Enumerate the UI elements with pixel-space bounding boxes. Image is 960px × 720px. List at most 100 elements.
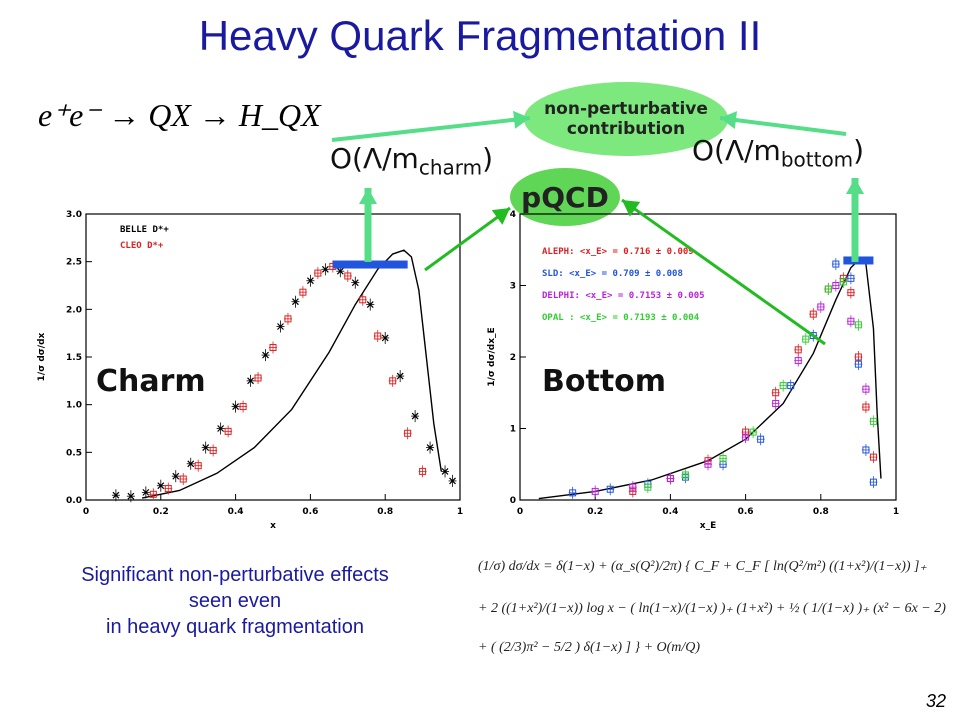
data-point	[794, 346, 802, 354]
arrow-to-pqcd-right	[621, 198, 826, 346]
data-point	[239, 403, 247, 411]
data-point	[854, 321, 862, 329]
fragmentation-formula: (1/σ) dσ/dx = δ(1−x) + (α_s(Q²)/2π) { C_…	[478, 548, 950, 668]
formula-line-3: + ( (2/3)π² − 5/2 ) δ(1−x) ] } + O(m/Q)	[478, 640, 701, 655]
x-tick-label: 0.2	[153, 507, 169, 517]
data-point	[344, 272, 352, 280]
pqcd-label: pQCD	[521, 180, 609, 214]
x-tick-label: 0.8	[813, 507, 829, 517]
x-tick-label: 0.2	[587, 507, 603, 517]
data-point	[359, 296, 367, 304]
arrow-to-np-right-head	[720, 111, 738, 129]
data-point	[869, 478, 877, 486]
order-bottom-prefix: O(Λ/m	[692, 134, 781, 167]
y-tick-label: 4	[510, 210, 516, 220]
data-point	[772, 389, 780, 397]
data-point	[306, 277, 314, 285]
charm-label: Charm	[96, 364, 206, 399]
y-tick-label: 0.0	[66, 496, 82, 506]
y-tick-label: 3	[510, 282, 516, 292]
data-point	[366, 301, 374, 308]
data-point	[832, 282, 840, 289]
x-axis-label: x	[270, 521, 276, 531]
y-tick-label: 0.5	[66, 448, 82, 458]
data-point	[779, 382, 787, 390]
reaction-text: e⁺e⁻ → QX → H_QX	[38, 97, 321, 133]
x-tick-label: 0	[83, 507, 89, 517]
data-point	[787, 382, 795, 390]
x-tick-label: 0	[517, 507, 523, 517]
data-point	[854, 360, 862, 368]
page-number: 32	[925, 691, 946, 711]
data-point	[817, 303, 825, 311]
bottom-label: Bottom	[542, 364, 667, 399]
peak-bar	[332, 260, 408, 269]
data-point	[142, 488, 150, 496]
legend-entry: OPAL : <x_E> = 0.7193 ± 0.004	[542, 313, 700, 323]
data-point	[247, 377, 254, 385]
arrow-charm-up-head	[359, 188, 377, 204]
data-point	[591, 487, 599, 495]
data-point	[321, 265, 329, 273]
data-point	[666, 475, 674, 483]
data-point	[232, 403, 240, 410]
data-point	[314, 269, 322, 277]
y-tick-label: 1.0	[66, 401, 82, 411]
data-point	[869, 417, 877, 425]
data-point	[419, 467, 427, 475]
data-point	[292, 298, 299, 306]
data-point	[127, 492, 135, 500]
page-title: Heavy Quark Fragmentation II	[198, 12, 762, 59]
order-charm-sub: charm	[418, 155, 483, 180]
data-point	[629, 483, 637, 491]
order-bottom-label: O(Λ/mbottom)	[692, 134, 864, 172]
x-axis-label: x_E	[700, 521, 716, 531]
data-point	[202, 444, 210, 451]
order-bottom-paren: )	[853, 134, 865, 167]
y-tick-label: 0	[510, 496, 516, 506]
data-point	[284, 315, 292, 323]
data-point	[681, 471, 689, 479]
y-tick-label: 1.5	[66, 353, 82, 363]
y-tick-label: 1	[510, 425, 516, 435]
data-point	[606, 485, 614, 493]
order-charm-paren: )	[482, 142, 494, 175]
data-point	[802, 335, 810, 343]
data-point	[719, 455, 727, 463]
formula-line-1: (1/σ) dσ/dx = δ(1−x) + (α_s(Q²)/2π) { C_…	[478, 559, 927, 574]
data-point	[277, 323, 284, 330]
data-point	[862, 403, 870, 411]
data-point	[262, 351, 269, 359]
non-perturbative-bubble: non-perturbative contribution	[524, 82, 728, 156]
data-point	[411, 412, 419, 420]
data-point	[749, 428, 757, 436]
data-point	[862, 446, 870, 454]
reaction-formula: e⁺e⁻ → QX → H_QX	[38, 96, 321, 134]
caption-line-3: in heavy quark fragmentation	[106, 616, 364, 638]
data-point	[824, 285, 832, 293]
caption: Significant non-perturbative effects see…	[20, 562, 450, 640]
data-point	[351, 279, 359, 287]
order-charm-prefix: O(Λ/m	[330, 142, 419, 175]
y-axis-label: 1/σ dσ/dx	[37, 332, 47, 381]
data-point	[772, 399, 780, 407]
data-point	[254, 374, 262, 382]
data-point	[742, 433, 750, 441]
non-perturbative-label: non-perturbative contribution	[544, 99, 708, 139]
data-point	[209, 446, 217, 454]
caption-line-2: seen even	[188, 590, 282, 612]
legend-entry: DELPHI: <x_E> = 0.7153 ± 0.005	[542, 291, 705, 301]
theory-curve	[538, 259, 882, 500]
data-point	[157, 482, 165, 490]
data-point	[847, 289, 855, 297]
arrow-to-np-right	[719, 116, 847, 136]
order-bottom-sub: bottom	[780, 147, 854, 172]
data-point	[404, 429, 412, 437]
data-point	[187, 460, 195, 468]
data-point	[839, 278, 847, 286]
x-tick-label: 1	[893, 507, 899, 517]
data-point	[217, 425, 225, 432]
data-point	[704, 460, 712, 468]
data-point	[389, 377, 397, 385]
